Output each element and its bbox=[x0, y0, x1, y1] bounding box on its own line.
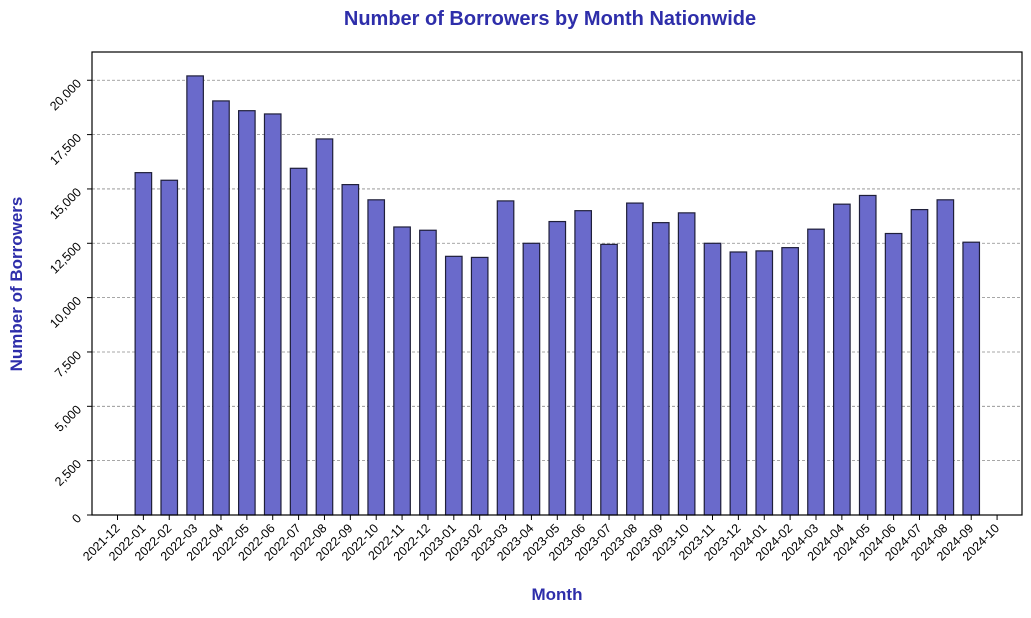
y-tick-label: 10,000 bbox=[47, 294, 84, 331]
bar-2024-02 bbox=[781, 247, 799, 516]
bar-2024-01 bbox=[755, 250, 774, 516]
y-tick-label: 5,000 bbox=[52, 403, 84, 435]
bar-2024-08 bbox=[936, 199, 955, 516]
bar-2023-06 bbox=[574, 210, 593, 516]
bar-2022-07 bbox=[289, 167, 308, 516]
y-tick-label: 7,500 bbox=[52, 348, 84, 380]
bar-2022-01 bbox=[134, 172, 153, 516]
bar-2023-04 bbox=[522, 242, 541, 516]
bar-2023-05 bbox=[548, 220, 567, 516]
bar-2022-12 bbox=[419, 229, 437, 516]
bar-2024-04 bbox=[833, 203, 851, 516]
bar-2022-06 bbox=[263, 113, 282, 516]
bar-2022-04 bbox=[212, 100, 230, 516]
y-tick-label: 15,000 bbox=[47, 185, 84, 222]
bar-2022-09 bbox=[341, 183, 360, 516]
bar-2022-11 bbox=[393, 226, 411, 516]
bar-2023-02 bbox=[470, 256, 489, 516]
bar-2022-02 bbox=[160, 179, 179, 516]
bars bbox=[134, 75, 981, 516]
bar-2023-08 bbox=[626, 202, 644, 516]
y-tick-label: 17,500 bbox=[47, 131, 84, 168]
x-axis-label: Month bbox=[532, 585, 583, 604]
chart-title: Number of Borrowers by Month Nationwide bbox=[344, 8, 756, 30]
y-axis-ticks: 0 2,500 5,000 7,500 10,000 12,500 15,000 17,500… bbox=[47, 76, 92, 526]
y-tick-label: 12,500 bbox=[47, 239, 84, 276]
bar-2023-10 bbox=[677, 212, 696, 516]
bar-2023-01 bbox=[444, 255, 463, 516]
y-tick-label: 0 bbox=[69, 511, 84, 526]
bar-2024-07 bbox=[910, 208, 929, 516]
bar-2024-09 bbox=[962, 241, 981, 516]
bar-2023-07 bbox=[600, 243, 618, 516]
bar-2022-08 bbox=[315, 138, 334, 516]
bar-2023-12 bbox=[729, 251, 748, 516]
x-axis-ticks: 2021-122022-012022-022022-032022-042022-… bbox=[80, 515, 1002, 564]
y-tick-label: 20,000 bbox=[47, 76, 84, 113]
y-axis-label: Number of Borrowers bbox=[7, 197, 26, 372]
y-tick-label: 2,500 bbox=[52, 457, 84, 489]
bar-2024-03 bbox=[807, 228, 825, 516]
bar-2022-03 bbox=[186, 75, 204, 516]
bar-2022-10 bbox=[367, 199, 386, 516]
bar-2023-09 bbox=[651, 222, 670, 516]
bar-2022-05 bbox=[238, 110, 256, 516]
bar-2023-03 bbox=[496, 200, 515, 516]
bar-2024-06 bbox=[884, 232, 903, 516]
bar-2023-11 bbox=[703, 242, 722, 516]
bar-2024-05 bbox=[858, 194, 877, 516]
